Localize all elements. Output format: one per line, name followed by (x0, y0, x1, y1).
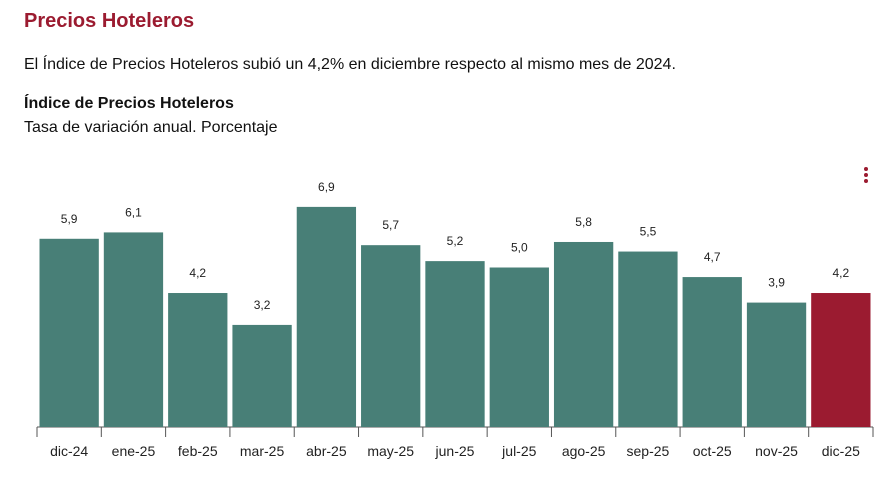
bar (489, 267, 549, 427)
value-label: 6,9 (318, 180, 335, 194)
chart: 5,9 dic-24 6,1 ene-25 4,2 feb-25 3,2 mar-25 6,9 a… (36, 167, 874, 459)
value-label: 3,2 (254, 298, 271, 312)
x-tick-label: sep-25 (627, 443, 670, 459)
value-label: 4,2 (833, 266, 850, 280)
x-tick-label: mar-25 (240, 443, 285, 459)
bar (682, 277, 742, 427)
x-tick-label: oct-25 (693, 443, 732, 459)
x-tick-label: jul-25 (501, 443, 536, 459)
menu-dot[interactable] (864, 173, 868, 177)
bar (553, 241, 614, 427)
bar (39, 238, 99, 427)
bar (618, 251, 678, 427)
x-tick-label: ene-25 (112, 443, 156, 459)
menu-dot[interactable] (864, 167, 868, 171)
value-label: 5,0 (511, 241, 528, 255)
lead-text: El Índice de Precios Hoteleros subió un … (24, 56, 676, 73)
value-label: 6,1 (125, 205, 142, 219)
chart-subtitle: Tasa de variación anual. Porcentaje (24, 119, 278, 136)
bar (103, 232, 164, 427)
x-tick-label: abr-25 (306, 443, 347, 459)
value-label: 5,2 (447, 234, 464, 248)
page-title: Precios Hoteleros (24, 10, 195, 32)
bar (811, 293, 871, 427)
x-tick-label: jun-25 (435, 443, 475, 459)
bar (361, 245, 421, 427)
x-tick-label: dic-25 (822, 443, 860, 459)
value-label: 5,5 (640, 225, 657, 239)
x-tick-label: dic-24 (50, 443, 88, 459)
value-label: 4,2 (189, 266, 206, 280)
bar (232, 324, 292, 427)
x-tick-label: feb-25 (178, 443, 218, 459)
chart-title: Índice de Precios Hoteleros (24, 95, 234, 112)
bar (296, 206, 357, 427)
x-tick-label: ago-25 (562, 443, 606, 459)
value-label: 5,7 (382, 218, 399, 232)
value-label: 5,9 (61, 212, 78, 226)
value-label: 3,9 (768, 276, 785, 290)
value-label: 4,7 (704, 250, 721, 264)
x-tick-label: may-25 (367, 443, 414, 459)
menu-button[interactable] (864, 167, 868, 183)
x-tick-label: nov-25 (755, 443, 798, 459)
menu-dot[interactable] (864, 179, 868, 183)
bar (425, 261, 485, 427)
bar (746, 302, 807, 427)
bar (168, 293, 228, 427)
value-label: 5,8 (575, 215, 592, 229)
